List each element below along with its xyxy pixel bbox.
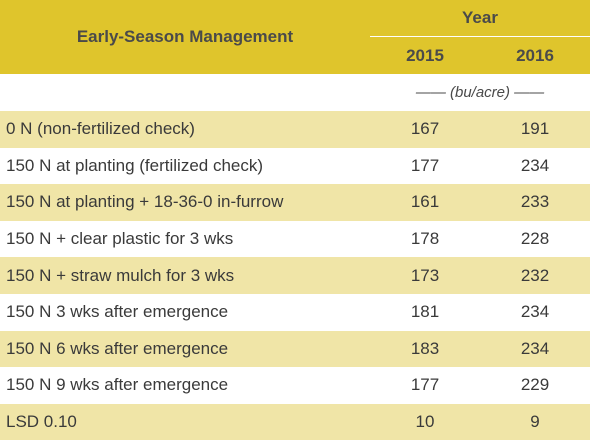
cell-2016: 9 bbox=[530, 412, 540, 432]
cell-2015: 177 bbox=[410, 375, 440, 395]
cell-2016: 234 bbox=[520, 338, 550, 358]
units-label: —— (bu/acre) —— bbox=[415, 84, 545, 101]
cell-2015: 181 bbox=[410, 302, 440, 322]
row-label: 150 N 6 wks after emergence bbox=[6, 338, 229, 358]
cell-2015: 161 bbox=[410, 192, 440, 212]
year-group-header: Year bbox=[462, 8, 498, 27]
table-row: 150 N 9 wks after emergence 177 229 bbox=[0, 367, 590, 404]
cell-2016: 228 bbox=[520, 229, 550, 249]
row-label: 150 N + clear plastic for 3 wks bbox=[6, 229, 234, 249]
cell-2016: 234 bbox=[520, 155, 550, 175]
cell-2016: 229 bbox=[520, 375, 550, 395]
management-column-header: Early-Season Management bbox=[76, 27, 294, 46]
row-label: 150 N + straw mulch for 3 wks bbox=[6, 265, 235, 285]
table-body: 0 N (non-fertilized check) 167 191 150 N… bbox=[0, 111, 590, 441]
cell-2015: 183 bbox=[410, 338, 440, 358]
units-row: —— (bu/acre) —— bbox=[0, 74, 590, 111]
cell-2016: 232 bbox=[520, 265, 550, 285]
cell-2015: 10 bbox=[415, 412, 435, 432]
row-label: 0 N (non-fertilized check) bbox=[6, 119, 195, 139]
table-row: LSD 0.10 10 9 bbox=[0, 403, 590, 441]
row-label: 150 N 9 wks after emergence bbox=[6, 375, 229, 395]
row-label: LSD 0.10 bbox=[6, 412, 77, 432]
cell-2016: 234 bbox=[520, 302, 550, 322]
table-row: 150 N 3 wks after emergence 181 234 bbox=[0, 293, 590, 331]
row-label: 150 N at planting + 18-36-0 in-furrow bbox=[6, 192, 284, 212]
table-row: 150 N 6 wks after emergence 183 234 bbox=[0, 330, 590, 368]
cell-2015: 177 bbox=[410, 155, 440, 175]
table-row: 150 N + straw mulch for 3 wks 173 232 bbox=[0, 257, 590, 294]
table-row: 150 N at planting (fertilized check) 177… bbox=[0, 147, 590, 185]
cell-2015: 167 bbox=[410, 119, 440, 139]
row-label: 150 N 3 wks after emergence bbox=[6, 302, 229, 322]
cell-2015: 178 bbox=[410, 229, 440, 249]
column-header-2015: 2015 bbox=[406, 45, 444, 65]
table-row: 0 N (non-fertilized check) 167 191 bbox=[0, 111, 590, 148]
column-header-2016: 2016 bbox=[516, 45, 554, 65]
cell-2016: 191 bbox=[520, 119, 550, 139]
cell-2015: 173 bbox=[410, 265, 440, 285]
table-row: 150 N at planting + 18-36-0 in-furrow 16… bbox=[0, 184, 590, 221]
year-header-divider bbox=[370, 36, 590, 37]
table-header: Early-Season Management Year 2015 2016 bbox=[0, 0, 590, 74]
cell-2016: 233 bbox=[520, 192, 550, 212]
table-row: 150 N + clear plastic for 3 wks 178 228 bbox=[0, 220, 590, 258]
row-label: 150 N at planting (fertilized check) bbox=[6, 155, 264, 175]
